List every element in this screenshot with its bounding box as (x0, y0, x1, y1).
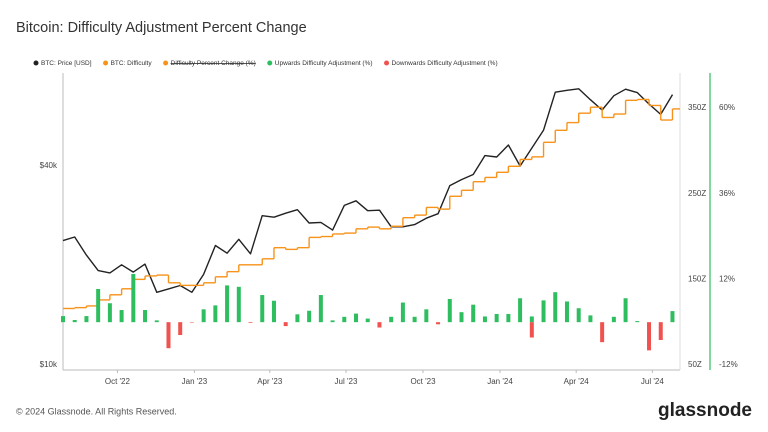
bar (295, 314, 300, 323)
bar (271, 300, 276, 323)
bar (635, 321, 640, 323)
bar (318, 295, 323, 323)
bar (330, 320, 335, 323)
bar (564, 301, 569, 323)
bar (154, 320, 159, 323)
x-tick-label: Jul '23 (335, 377, 358, 386)
bar (201, 309, 206, 323)
bar (658, 322, 663, 341)
bar (600, 322, 605, 343)
bar (72, 320, 77, 323)
bar (611, 316, 616, 323)
y3-tick-label: -12% (719, 360, 738, 369)
bar (506, 313, 511, 323)
bar (400, 302, 405, 323)
bar (248, 322, 253, 323)
bar (623, 298, 628, 323)
bar (588, 315, 593, 323)
bar (518, 298, 523, 323)
bar (494, 313, 499, 323)
bar (260, 295, 265, 323)
bar (166, 322, 171, 349)
y2-tick-label: 150Z (688, 274, 706, 283)
bar (553, 292, 558, 323)
copyright: © 2024 Glassnode. All Rights Reserved. (16, 406, 177, 416)
y3-tick-label: 36% (719, 189, 735, 198)
bar (283, 322, 288, 327)
y-tick-label: $40k (40, 161, 58, 170)
bar (365, 318, 370, 323)
legend-swatch (267, 60, 273, 66)
legend-label: Upwards Difficulty Adjustment (%) (275, 60, 373, 67)
y3-tick-label: 12% (719, 274, 735, 283)
x-tick-label: Jan '24 (487, 377, 513, 386)
y2-tick-label: 350Z (688, 103, 706, 112)
x-tick-label: Oct '23 (410, 377, 436, 386)
legend-swatch (103, 60, 109, 66)
bar (541, 300, 546, 323)
plot (61, 88, 680, 351)
x-tick-label: Jul '24 (641, 377, 664, 386)
bar (576, 308, 581, 323)
x-tick-label: Apr '23 (257, 377, 283, 386)
price-line (62, 88, 674, 293)
bar (377, 322, 382, 328)
bar (178, 322, 183, 336)
bar (143, 310, 148, 323)
bar (670, 311, 675, 323)
legend-swatch (163, 60, 169, 66)
legend-label: BTC: Price [USD] (41, 60, 92, 67)
bar (119, 310, 124, 323)
bar (647, 322, 652, 351)
bar (354, 313, 359, 323)
bar (459, 312, 464, 323)
y3-tick-label: 60% (719, 103, 735, 112)
x-tick-label: Jan '23 (182, 377, 208, 386)
bar (131, 273, 136, 323)
bar (482, 316, 487, 323)
x-tick-label: Apr '24 (564, 377, 590, 386)
bar (61, 316, 65, 323)
bar (213, 305, 218, 323)
bar (424, 309, 429, 323)
bar (389, 316, 394, 323)
chart-title: Bitcoin: Difficulty Adjustment Percent C… (16, 20, 307, 36)
bar (96, 288, 101, 323)
bar (471, 304, 476, 323)
logo: glassnode (658, 400, 752, 421)
legend-label: BTC: Difficulty (111, 60, 153, 67)
y-tick-label: $10k (40, 360, 58, 369)
bar (412, 316, 417, 323)
bar (436, 322, 441, 325)
x-tick-label: Oct '22 (105, 377, 131, 386)
bar (342, 316, 347, 323)
bar (236, 286, 241, 323)
bar (107, 303, 112, 323)
bar (307, 310, 312, 323)
legend-swatch (384, 60, 390, 66)
legend-swatch (33, 60, 39, 66)
bar (447, 298, 452, 323)
bar (84, 316, 89, 323)
legend-label: Downwards Difficulty Adjustment (%) (392, 60, 498, 67)
bar (225, 285, 230, 323)
y2-tick-label: 50Z (688, 360, 702, 369)
bar (529, 322, 534, 338)
bar (529, 316, 534, 323)
y2-tick-label: 250Z (688, 189, 706, 198)
bar (189, 322, 194, 323)
